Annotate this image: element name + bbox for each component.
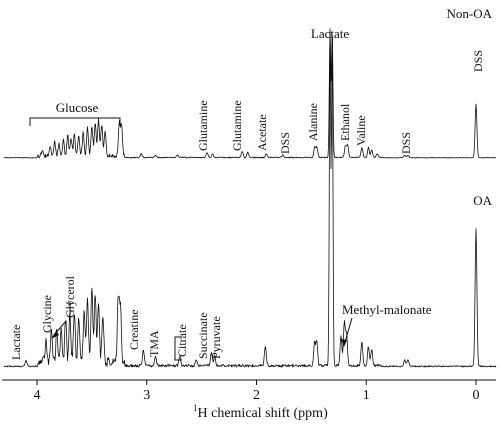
annotation-lactate-bottom: Lactate [9, 325, 23, 360]
x-axis-label-text: H chemical shift (ppm) [198, 406, 329, 421]
x-tick-label: 2 [253, 388, 260, 403]
annotation-dss-reference: DSS [471, 50, 485, 72]
series-label-non-oa: Non-OA [447, 6, 493, 21]
methyl-malonate-arrow-line [344, 317, 353, 343]
spectrum-oa [3, 35, 497, 368]
x-tick-label: 4 [34, 388, 41, 403]
annotation-ethanol: Ethanol [338, 103, 352, 141]
annotation-glucose: Glucose [56, 100, 99, 115]
x-tick-label: 1 [363, 388, 370, 403]
annotation-glycerol: Glycerol [63, 275, 77, 318]
x-axis-label-superscript: 1 [193, 403, 198, 413]
x-axis-label: 1H chemical shift (ppm) [193, 403, 328, 421]
annotation-glutamine-2: Glutamine [230, 100, 244, 151]
citrate-bracket [174, 336, 182, 361]
x-tick-label: 3 [143, 388, 150, 403]
x-tick-label: 0 [473, 388, 480, 403]
x-axis-ticks: 4 3 2 1 0 [34, 380, 480, 403]
glucose-bracket [29, 117, 121, 126]
annotation-methyl-malonate: Methyl-malonate [342, 302, 432, 317]
methyl-malonate-arrowhead [341, 339, 347, 347]
annotation-succinate: Succinate [196, 312, 210, 359]
spectrum-non-oa [3, 28, 497, 159]
annotation-creatine: Creatine [127, 309, 141, 350]
annotation-glutamine-1: Glutamine [196, 100, 210, 151]
annotation-acetate: Acetate [255, 114, 269, 151]
glycine-arrowhead [51, 331, 59, 339]
annotation-lactate-top: Lactate [311, 26, 349, 41]
annotation-valine: Valine [354, 115, 368, 146]
annotation-tma: TMA [147, 330, 161, 357]
glycerol-bracket [66, 302, 71, 320]
annotation-dss-top-2: DSS [399, 132, 413, 154]
annotation-pyruvate: Pyruvate [209, 316, 223, 359]
annotation-dss-top-1: DSS [278, 132, 292, 154]
annotation-citrate: Citrate [175, 324, 189, 357]
annotation-alanine: Alanine [306, 103, 320, 141]
series-label-oa: OA [473, 193, 492, 208]
annotation-glycine: Glycine [40, 295, 54, 333]
